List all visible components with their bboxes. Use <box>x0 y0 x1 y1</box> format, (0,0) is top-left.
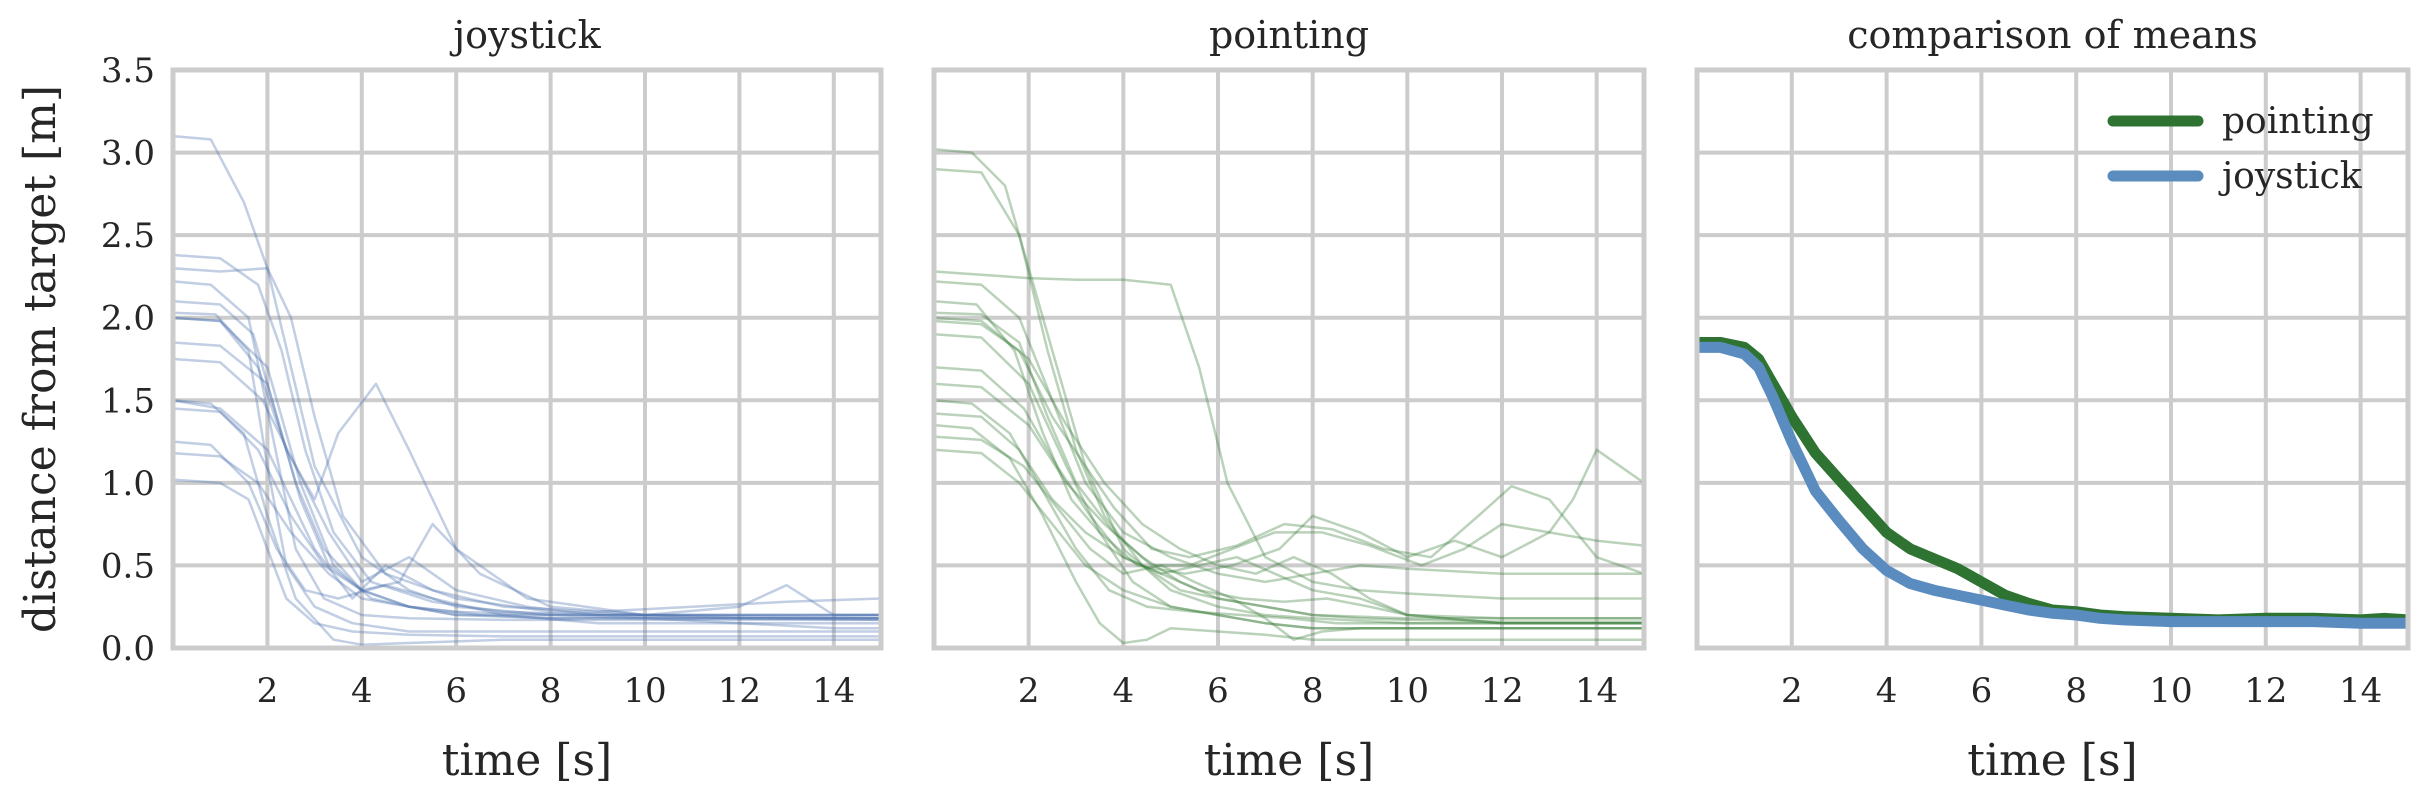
series-line-joystick <box>1697 341 2408 629</box>
x-axis-label: time [s] <box>1204 735 1374 786</box>
y-tick-label: 3.0 <box>101 134 155 174</box>
y-tick-label: 2.0 <box>101 299 155 339</box>
trial-line <box>934 399 1644 625</box>
legend-label-joystick: joystick <box>2218 156 2363 197</box>
x-tick-label: 14 <box>1575 671 1618 711</box>
trial-line <box>934 332 1644 630</box>
panel-joystick: joystick 2 4 6 8 10 12 14 time [s] 0.0 0.5 1.0 1.5 2.… <box>15 13 884 786</box>
chart-title: comparison of means <box>1847 13 2258 57</box>
trial-line <box>934 167 1644 620</box>
trial-line <box>173 341 881 620</box>
trial-line <box>173 299 881 620</box>
trial-line <box>173 253 881 617</box>
x-tick-label: 10 <box>1386 671 1429 711</box>
legend: pointing joystick <box>2107 101 2374 197</box>
x-tick-label: 2 <box>257 671 279 711</box>
y-axis-label: distance from target [m] <box>15 85 66 633</box>
x-tick-label: 12 <box>718 671 761 711</box>
x-tick-label: 8 <box>2065 671 2087 711</box>
trial-line <box>173 407 881 617</box>
trial-line <box>934 435 1644 641</box>
x-tick-label: 14 <box>2339 671 2382 711</box>
series-group <box>173 134 881 646</box>
trial-line <box>173 451 881 617</box>
y-tick-label: 3.5 <box>101 51 155 91</box>
trial-line <box>934 280 1644 584</box>
series-group <box>934 148 1644 645</box>
trial-line <box>934 412 1644 625</box>
y-tick-label: 1.5 <box>101 381 155 421</box>
trial-line <box>934 311 1644 567</box>
x-tick-label: 10 <box>2149 671 2192 711</box>
trial-line <box>173 134 881 630</box>
y-tick-label: 2.5 <box>101 216 155 256</box>
series-group <box>1697 337 2408 629</box>
trial-line <box>934 299 1644 575</box>
trial-line <box>173 399 881 646</box>
x-tick-label: 6 <box>445 671 467 711</box>
trial-line <box>173 357 881 620</box>
x-tick-label: 4 <box>1113 671 1135 711</box>
x-axis-label: time [s] <box>442 735 612 786</box>
x-tick-label: 10 <box>623 671 666 711</box>
x-tick-label: 2 <box>1781 671 1803 711</box>
trial-line <box>173 478 881 638</box>
y-tick-label: 0.0 <box>101 629 155 669</box>
panel-comparison-of-means: comparison of means 2 4 6 8 10 12 14 time [s] poi… <box>1694 13 2411 786</box>
trial-line <box>173 266 881 622</box>
x-tick-label: 4 <box>1876 671 1898 711</box>
legend-label-pointing: pointing <box>2222 101 2374 142</box>
trial-line <box>173 440 881 625</box>
trial-line <box>173 316 881 617</box>
chart-title: pointing <box>1209 13 1369 57</box>
plot-frame <box>170 67 884 651</box>
trial-line <box>934 316 1644 625</box>
x-tick-label: 2 <box>1018 671 1040 711</box>
y-tick-label: 0.5 <box>101 546 155 586</box>
chart-title: joystick <box>449 13 601 57</box>
trial-line <box>173 316 881 620</box>
trial-line <box>934 270 1644 600</box>
trial-line <box>173 311 881 633</box>
trial-line <box>934 366 1644 620</box>
plot-frame <box>1694 67 2411 651</box>
trial-line <box>934 448 1644 630</box>
trial-line <box>934 423 1644 645</box>
trial-line <box>173 399 881 613</box>
y-tick-label: 1.0 <box>101 464 155 504</box>
plot-frame <box>931 67 1647 651</box>
x-tick-label: 4 <box>351 671 373 711</box>
trial-line <box>934 319 1644 575</box>
x-tick-label: 12 <box>2244 671 2287 711</box>
trial-line <box>934 382 1644 623</box>
x-tick-label: 14 <box>812 671 855 711</box>
x-axis-label: time [s] <box>1967 735 2137 786</box>
trial-line <box>173 280 881 622</box>
x-tick-label: 8 <box>1302 671 1324 711</box>
trial-line <box>934 148 1644 625</box>
panel-pointing: pointing 2 4 6 8 10 12 14 time [s] <box>931 13 1647 786</box>
x-tick-label: 12 <box>1480 671 1523 711</box>
x-tick-label: 8 <box>540 671 562 711</box>
x-tick-label: 6 <box>1207 671 1229 711</box>
x-tick-label: 6 <box>1971 671 1993 711</box>
